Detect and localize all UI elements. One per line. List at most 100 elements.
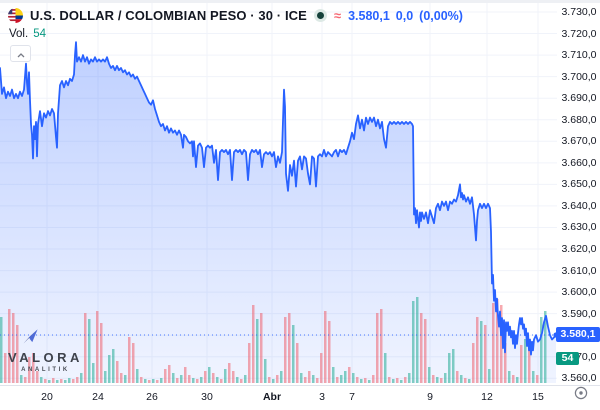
volume-bar — [320, 353, 323, 383]
scroll-to-realtime-button[interactable] — [572, 386, 589, 404]
symbol-title[interactable]: U.S. DOLLAR / COLOMBIAN PESO · 30 · ICE — [30, 8, 307, 23]
volume-bar — [84, 313, 87, 383]
volume-bar — [528, 347, 531, 383]
volume-bar — [380, 309, 383, 383]
last-price-tag: 3.580,1 — [556, 327, 600, 343]
volume-bar — [292, 325, 295, 383]
volume-bar — [400, 380, 403, 383]
volume-bar — [268, 377, 271, 383]
volume-bar — [500, 305, 503, 383]
volume-bar — [396, 378, 399, 383]
volume-bar — [288, 313, 291, 383]
volume-bar — [256, 319, 259, 383]
time-axis-label: 30 — [201, 391, 213, 403]
price-pane-canvas[interactable] — [0, 3, 600, 385]
volume-bar — [108, 355, 111, 383]
volume-bar — [152, 379, 155, 383]
volume-bar — [484, 325, 487, 383]
volume-bar — [216, 377, 219, 383]
volume-bar — [140, 377, 143, 383]
time-axis-label: 20 — [41, 391, 53, 403]
volume-bar — [228, 363, 231, 383]
volume-bar — [524, 339, 527, 383]
volume-bar — [4, 353, 7, 383]
time-axis-label: 12 — [481, 391, 493, 403]
price-axis-label: 3.720,0 — [561, 27, 597, 40]
volume-bar — [12, 313, 15, 383]
price-axis-label: 3.610,0 — [561, 264, 597, 277]
collapse-legend-button[interactable] — [10, 45, 31, 62]
volume-bar — [100, 323, 103, 383]
volume-bar — [156, 380, 159, 383]
volume-bar — [32, 353, 35, 383]
volume-bar — [296, 343, 299, 383]
volume-bar — [192, 378, 195, 383]
volume-bar — [272, 379, 275, 383]
volume-bar — [456, 371, 459, 383]
volume-bar — [284, 317, 287, 383]
time-axis-label: Abr — [262, 391, 282, 403]
area-fill — [0, 42, 556, 383]
volume-bar — [172, 373, 175, 383]
price-axis-label: 3.590,0 — [561, 307, 597, 320]
volume-bar — [420, 313, 423, 383]
volume-bar — [436, 377, 439, 383]
volume-bar — [468, 379, 471, 383]
volume-bar — [328, 321, 331, 383]
volume-bar — [416, 297, 419, 383]
volume-bar — [520, 345, 523, 383]
time-axis-label: 7 — [349, 391, 355, 403]
volume-bar — [504, 343, 507, 383]
volume-bar — [452, 349, 455, 383]
volume-bar — [472, 343, 475, 383]
price-axis-label: 3.600,0 — [561, 286, 597, 299]
volume-bar — [52, 378, 55, 383]
volume-bar — [476, 317, 479, 383]
time-axis-label: 24 — [92, 391, 104, 403]
volume-bar — [80, 373, 83, 383]
volume-bar — [164, 369, 167, 383]
volume-bar — [128, 337, 131, 383]
volume-bar — [188, 375, 191, 383]
volume-bar — [24, 377, 27, 383]
price-axis-label: 3.650,0 — [561, 178, 597, 191]
volume-bar — [136, 369, 139, 383]
volume-bar — [532, 371, 535, 383]
time-axis-label: 3 — [319, 391, 325, 403]
volume-bar — [516, 377, 519, 383]
volume-bar — [392, 379, 395, 383]
volume-bar — [144, 379, 147, 383]
volume-bar — [20, 375, 23, 383]
volume-bar — [372, 375, 375, 383]
volume-bar — [540, 317, 543, 383]
last-price: 3.580,1 — [348, 8, 390, 23]
time-axis[interactable]: 20 24 26 30 Abr 3 7 9 12 15 — [0, 385, 600, 410]
volume-bar — [224, 369, 227, 383]
volume-bar — [440, 378, 443, 383]
price-axis-label: 3.560,0 — [561, 372, 597, 385]
volume-bar — [148, 380, 151, 383]
price-axis-label: 3.680,0 — [561, 113, 597, 126]
volume-label: Vol. — [9, 28, 29, 40]
volume-bar — [376, 313, 379, 383]
price-axis-label: 3.700,0 — [561, 70, 597, 83]
volume-bar — [444, 373, 447, 383]
time-axis-label: 26 — [146, 391, 158, 403]
volume-bar — [248, 343, 251, 383]
volume-bar — [428, 367, 431, 383]
price-axis-label: 3.620,0 — [561, 243, 597, 256]
volume-bar — [404, 377, 407, 383]
price-axis-label: 3.690,0 — [561, 92, 597, 105]
market-status-icon[interactable] — [313, 9, 327, 22]
volume-bar — [208, 367, 211, 383]
chevron-up-icon — [17, 45, 25, 63]
price-change-pct: (0,00%) — [419, 8, 463, 23]
volume-bar — [260, 313, 263, 383]
volume-bar — [348, 367, 351, 383]
volume-bar — [384, 353, 387, 383]
volume-bar — [360, 379, 363, 383]
volume-bar — [336, 377, 339, 383]
volume-bar — [204, 371, 207, 383]
volume-bar — [324, 311, 327, 383]
